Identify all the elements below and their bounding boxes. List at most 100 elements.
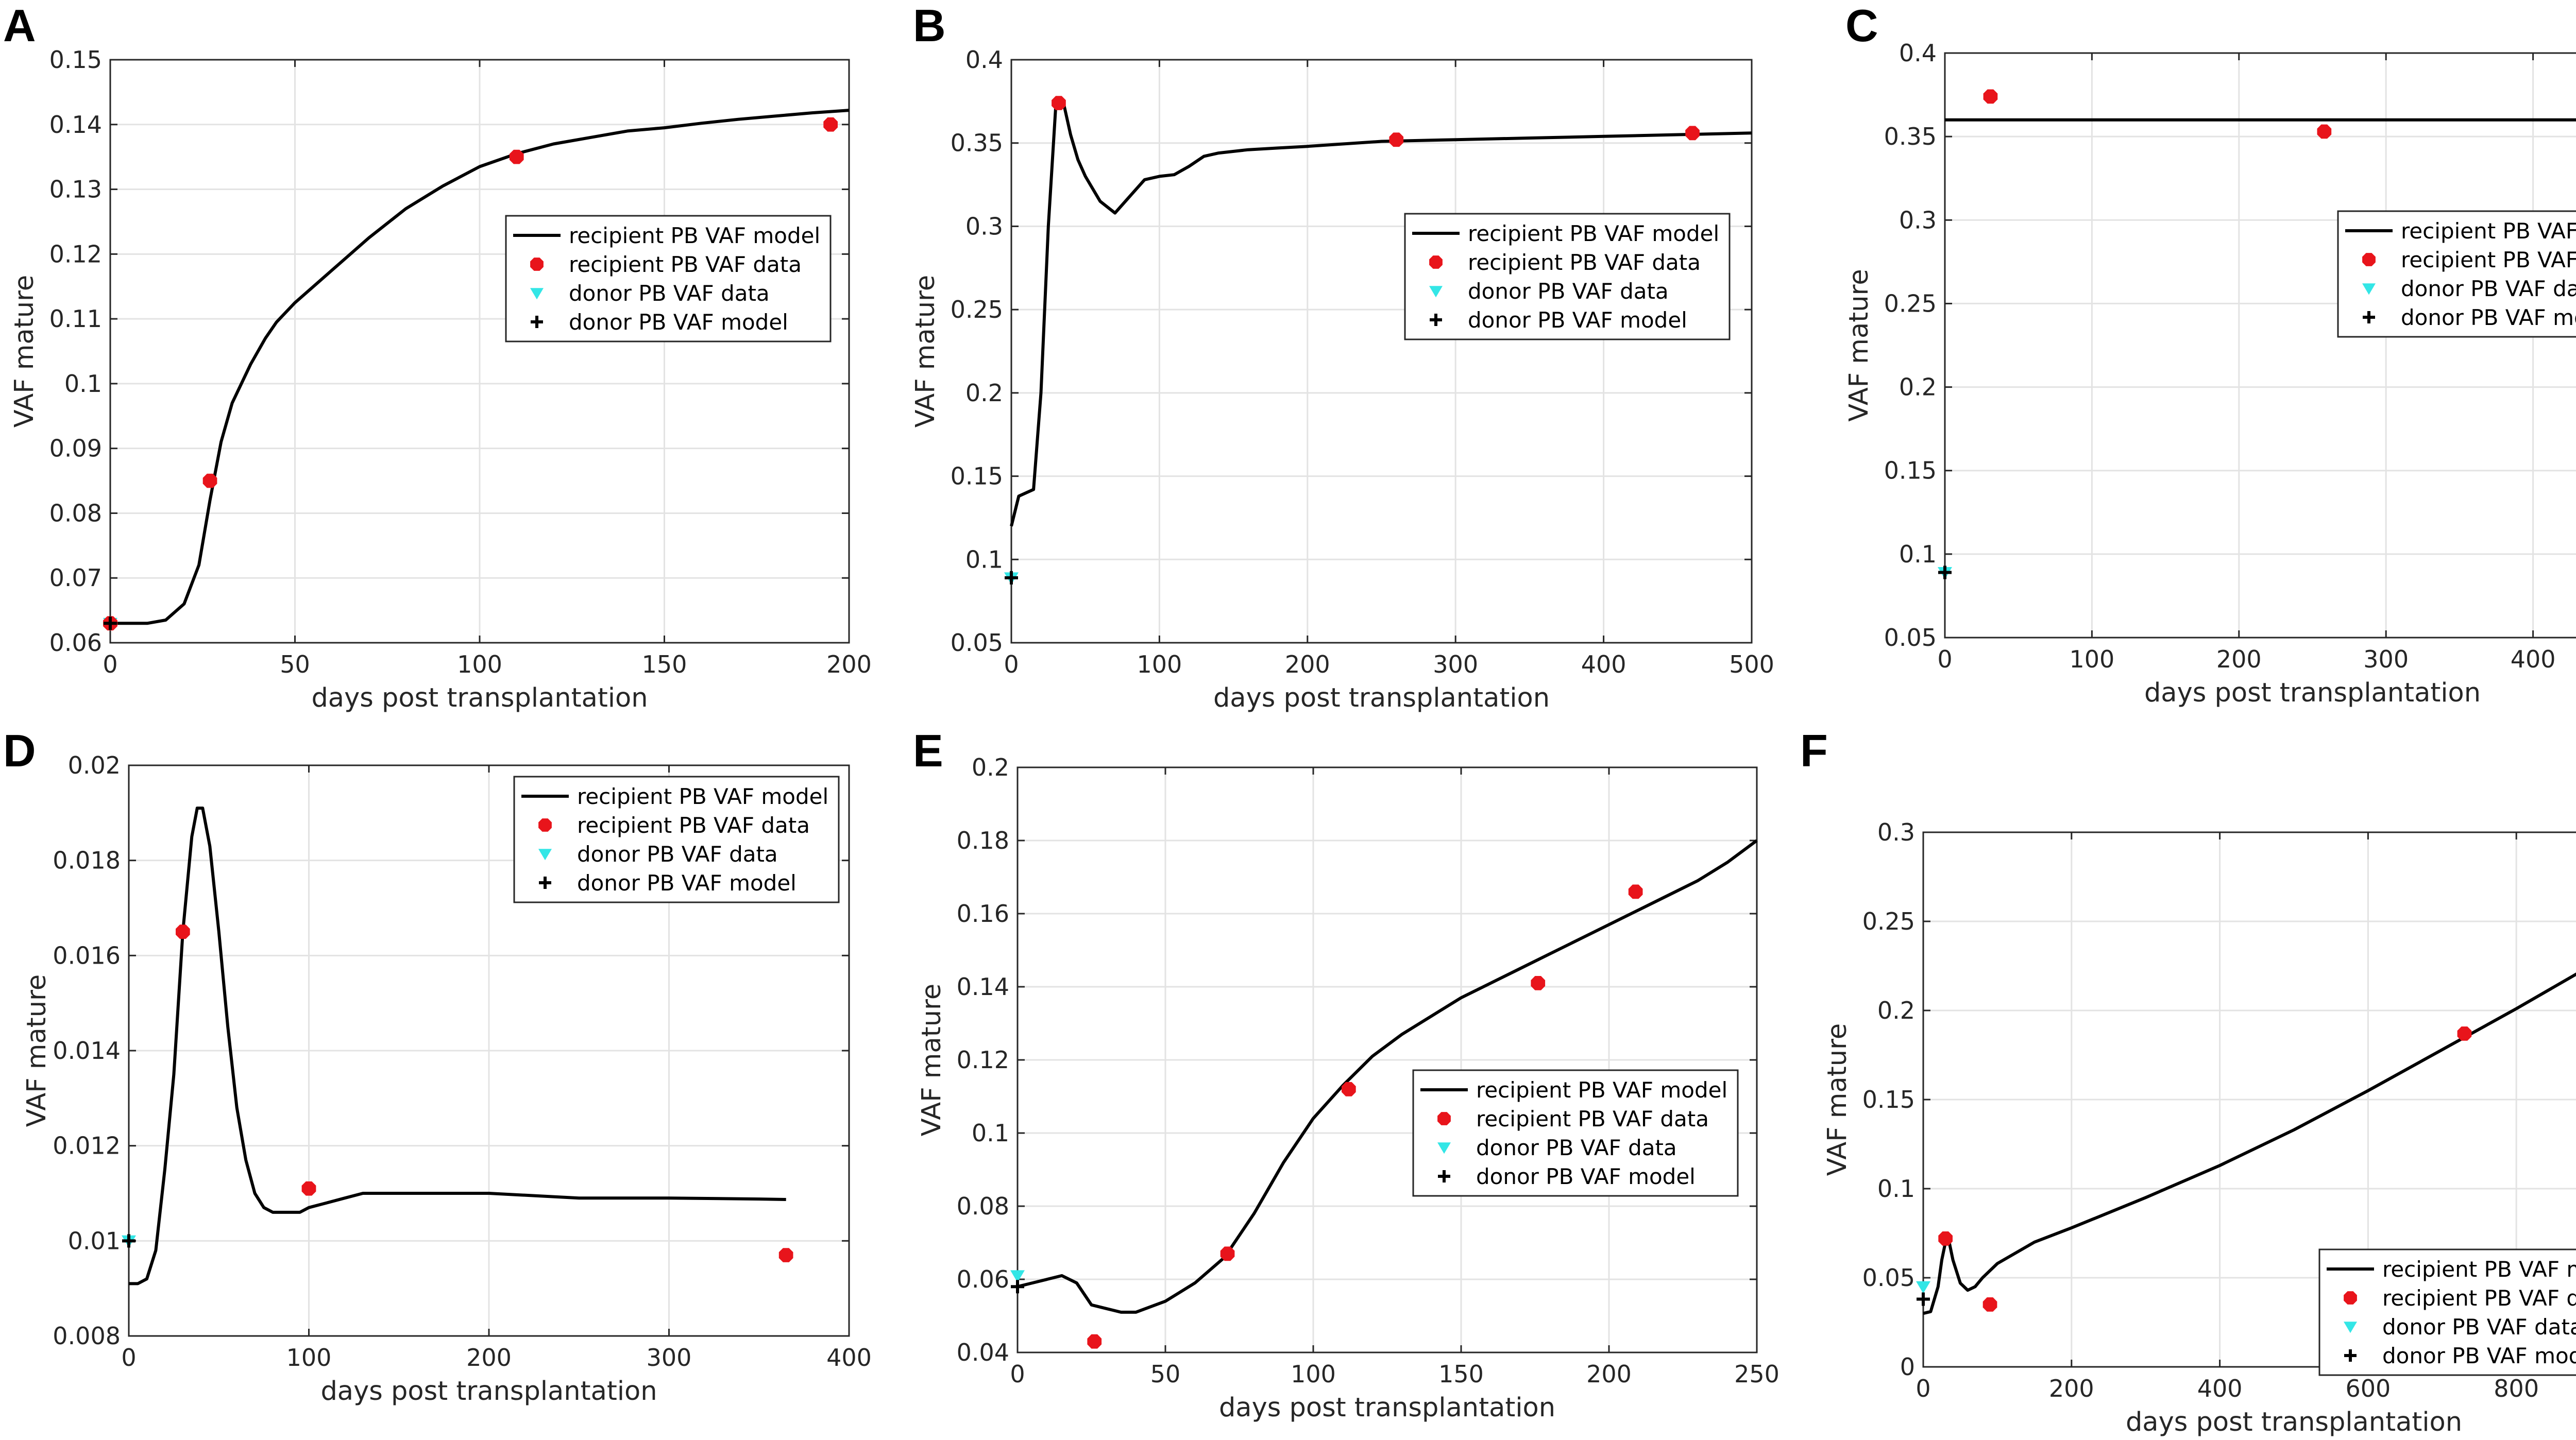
legend: recipient PB VAF model recipient PB VAF d… bbox=[1412, 1069, 1739, 1197]
legend-recipient-data-swatch bbox=[538, 818, 552, 832]
legend-recipient-data-swatch bbox=[1437, 1112, 1451, 1125]
recipient-data-point bbox=[1052, 96, 1066, 110]
x-tick-label: 100 bbox=[1137, 650, 1182, 678]
y-axis-label: VAF mature bbox=[917, 984, 947, 1137]
y-tick-label: 0.25 bbox=[951, 296, 1003, 323]
y-tick-label: 0.1 bbox=[972, 1119, 1009, 1147]
y-tick-label: 0.25 bbox=[1862, 907, 1915, 935]
chart-panel-f: F0200400600800100000.050.10.150.20.250.3… bbox=[1800, 725, 2576, 1437]
legend-label: donor PB VAF data bbox=[1476, 1135, 1677, 1160]
legend-label: recipient PB VAF model bbox=[2382, 1257, 2576, 1282]
legend-label: donor PB VAF data bbox=[1468, 279, 1669, 304]
legend-donor-data-swatch bbox=[1429, 286, 1443, 298]
x-axis-label: days post transplantation bbox=[311, 683, 648, 713]
x-tick-label: 400 bbox=[1581, 650, 1626, 678]
x-tick-label: 400 bbox=[826, 1344, 872, 1372]
x-tick-label: 50 bbox=[280, 650, 310, 678]
recipient-data-point bbox=[778, 1248, 793, 1262]
x-tick-label: 200 bbox=[466, 1344, 512, 1372]
recipient-data-point bbox=[202, 473, 217, 488]
x-tick-label: 300 bbox=[2363, 645, 2409, 673]
x-tick-label: 250 bbox=[1734, 1360, 1780, 1388]
legend-donor-model-swatch bbox=[2363, 311, 2375, 323]
y-tick-label: 0.06 bbox=[49, 629, 102, 657]
legend-donor-data-swatch bbox=[2344, 1322, 2357, 1333]
y-axis-label: VAF mature bbox=[1822, 1023, 1853, 1176]
y-tick-label: 0.07 bbox=[49, 564, 102, 592]
legend-label: donor PB VAF model bbox=[1468, 307, 1687, 333]
x-tick-label: 100 bbox=[286, 1344, 332, 1372]
legend-label: donor PB VAF model bbox=[577, 870, 796, 896]
y-tick-label: 0.35 bbox=[951, 129, 1003, 157]
recipient-data-point bbox=[1389, 132, 1404, 147]
x-tick-label: 0 bbox=[1004, 650, 1019, 678]
x-tick-label: 200 bbox=[1586, 1360, 1632, 1388]
recipient-data-point bbox=[1982, 1297, 1997, 1312]
legend-donor-data-swatch bbox=[1437, 1142, 1451, 1154]
y-tick-label: 0.05 bbox=[951, 629, 1003, 657]
y-tick-label: 0.15 bbox=[1862, 1086, 1915, 1113]
legend-label: recipient PB VAF data bbox=[1476, 1106, 1709, 1132]
legend-donor-data-swatch bbox=[538, 849, 552, 861]
recipient-data-point bbox=[1685, 126, 1700, 141]
y-tick-label: 0.008 bbox=[53, 1322, 121, 1350]
y-tick-label: 0.02 bbox=[68, 751, 121, 779]
y-axis-label: VAF mature bbox=[9, 275, 40, 428]
y-tick-label: 0.1 bbox=[965, 545, 1003, 573]
x-tick-label: 800 bbox=[2494, 1375, 2539, 1402]
recipient-data-point bbox=[176, 924, 190, 939]
recipient-data-point bbox=[1342, 1082, 1356, 1096]
y-tick-label: 0.2 bbox=[965, 379, 1003, 407]
panel-letter: C bbox=[1845, 0, 1878, 51]
panel-letter: B bbox=[913, 0, 946, 51]
legend-label: donor PB VAF model bbox=[1476, 1164, 1696, 1189]
recipient-data-point bbox=[301, 1181, 316, 1196]
y-tick-label: 0.012 bbox=[53, 1132, 121, 1160]
y-tick-label: 0.2 bbox=[1899, 373, 1937, 401]
y-axis-label: VAF mature bbox=[1844, 269, 1874, 422]
x-axis-label: days post transplantation bbox=[320, 1376, 657, 1407]
y-tick-label: 0.08 bbox=[957, 1192, 1009, 1220]
x-tick-label: 100 bbox=[1291, 1360, 1336, 1388]
y-tick-label: 0.16 bbox=[957, 900, 1009, 928]
x-tick-label: 100 bbox=[2069, 645, 2114, 673]
x-axis-label: days post transplantation bbox=[1219, 1393, 1555, 1423]
y-tick-label: 0.3 bbox=[1877, 818, 1915, 846]
x-tick-label: 150 bbox=[642, 650, 687, 678]
x-axis-label: days post transplantation bbox=[2126, 1407, 2462, 1437]
legend-label: donor PB VAF data bbox=[577, 842, 778, 867]
legend-label: donor PB VAF model bbox=[569, 310, 788, 335]
y-tick-label: 0.14 bbox=[957, 973, 1009, 1001]
y-tick-label: 0.3 bbox=[1899, 206, 1937, 234]
y-tick-label: 0.09 bbox=[49, 435, 102, 462]
x-tick-label: 500 bbox=[1729, 650, 1774, 678]
y-tick-label: 0.1 bbox=[1899, 540, 1937, 568]
recipient-model-line bbox=[129, 807, 786, 1285]
axes-box bbox=[1944, 52, 2576, 639]
legend: recipient PB VAF model recipient PB VAF d… bbox=[513, 776, 840, 903]
x-tick-label: 100 bbox=[457, 650, 502, 678]
recipient-data-point bbox=[2317, 124, 2332, 139]
legend-donor-model-swatch bbox=[539, 877, 551, 889]
legend-recipient-data-swatch bbox=[2362, 253, 2376, 266]
recipient-model-line bbox=[1010, 99, 1752, 527]
recipient-data-point bbox=[1087, 1334, 1102, 1349]
donor-data-point bbox=[1010, 1270, 1025, 1283]
y-axis-label: VAF mature bbox=[910, 275, 941, 428]
recipient-data-point bbox=[1220, 1246, 1235, 1261]
legend-label: donor PB VAF data bbox=[569, 281, 770, 306]
donor-data-point bbox=[1916, 1281, 1930, 1294]
legend-label: recipient PB VAF model bbox=[569, 223, 820, 248]
x-tick-label: 200 bbox=[2049, 1375, 2094, 1402]
recipient-data-point bbox=[1531, 976, 1546, 990]
plot-area bbox=[1011, 60, 1752, 643]
x-tick-label: 200 bbox=[826, 650, 872, 678]
legend-recipient-data-swatch bbox=[530, 258, 544, 271]
legend: recipient PB VAF model recipient PB VAF d… bbox=[2337, 210, 2576, 338]
legend-recipient-data-swatch bbox=[1429, 255, 1443, 269]
donor-model-point bbox=[122, 1234, 135, 1248]
y-tick-label: 0.15 bbox=[49, 46, 102, 74]
recipient-data-point bbox=[823, 117, 838, 132]
x-axis-label: days post transplantation bbox=[1213, 683, 1550, 713]
